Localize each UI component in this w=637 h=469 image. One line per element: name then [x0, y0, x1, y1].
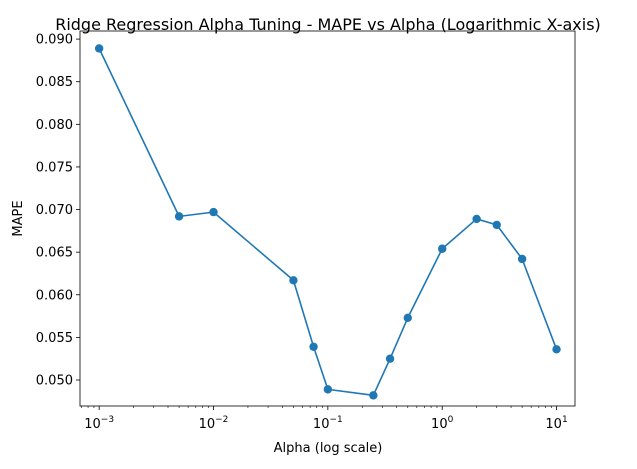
data-point [94, 44, 104, 53]
data-point [552, 345, 561, 354]
y-tick-label: 0.090 [36, 33, 73, 48]
data-point [369, 391, 378, 400]
axes-frame [79, 30, 576, 407]
y-tick-label: 0.065 [36, 246, 73, 261]
x-tick-label: 10−1 [313, 415, 343, 432]
y-axis-label: MAPE [11, 200, 26, 236]
x-tick-label: 10−3 [84, 415, 114, 432]
data-point [309, 342, 318, 351]
x-axis-label: Alpha (log scale) [274, 441, 383, 456]
data-point [437, 244, 447, 253]
data-point [517, 254, 527, 264]
y-tick-label: 0.070 [36, 203, 73, 218]
data-point [174, 212, 184, 221]
y-tick-label: 0.080 [36, 118, 73, 133]
y-axis: 0.050 0.055 0.060 0.065 0.070 0.075 0.080 0.085… [36, 33, 80, 389]
plot-area [94, 44, 561, 400]
data-point [385, 354, 395, 363]
x-axis: 10−3 10−2 10−1 100 101 [81, 406, 568, 432]
data-point [492, 220, 501, 230]
y-tick-label: 0.055 [36, 331, 73, 346]
x-tick-label: 100 [431, 415, 454, 432]
chart-title: Ridge Regression Alpha Tuning - MAPE vs … [55, 15, 601, 34]
series-line [98, 48, 558, 397]
y-tick-label: 0.085 [36, 75, 73, 90]
y-tick-label: 0.060 [36, 288, 73, 303]
data-point [472, 214, 481, 224]
y-tick-label: 0.075 [36, 160, 73, 175]
data-point [323, 385, 333, 394]
x-tick-label: 10−2 [199, 415, 229, 432]
data-point [209, 207, 218, 217]
x-tick-label: 101 [545, 415, 567, 432]
y-tick-label: 0.050 [36, 374, 73, 389]
data-point [403, 313, 412, 322]
data-point [289, 276, 298, 285]
